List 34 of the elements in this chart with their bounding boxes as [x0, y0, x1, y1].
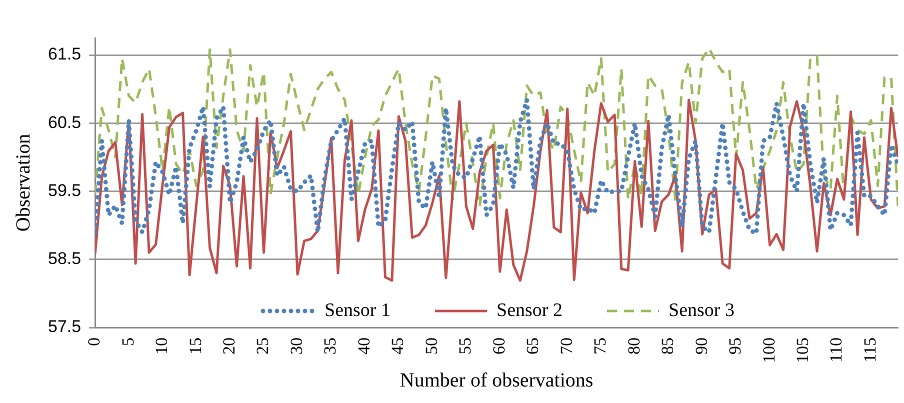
- x-tick-label: 70: [556, 338, 576, 354]
- x-tick-label: 85: [658, 338, 678, 354]
- y-tick-label: 57.5: [48, 317, 82, 336]
- x-tick-label: 105: [793, 338, 812, 363]
- y-tick-label: 60.5: [48, 112, 82, 132]
- x-tick-label: 60: [489, 338, 508, 354]
- x-tick-label: 115: [860, 338, 880, 362]
- legend-label: Sensor 1: [324, 300, 391, 322]
- x-tick-label: 95: [726, 338, 745, 354]
- x-tick-label: 45: [388, 338, 408, 354]
- x-tick-label: 30: [286, 338, 306, 354]
- legend-label: Sensor 3: [668, 300, 734, 322]
- x-tick-label: 65: [523, 338, 542, 354]
- x-tick-label: 90: [692, 338, 711, 354]
- x-tick-label: 35: [320, 338, 340, 354]
- x-tick-label: 80: [624, 338, 644, 354]
- x-tick-label: 0: [84, 338, 104, 346]
- x-tick-label: 110: [826, 338, 846, 362]
- legend-label: Sensor 2: [496, 300, 562, 322]
- y-tick-label: 59.5: [48, 180, 82, 200]
- y-axis-title: Observation: [12, 134, 34, 232]
- y-tick-label: 58.5: [48, 249, 82, 268]
- x-axis-title: Number of observations: [400, 369, 594, 392]
- y-tick-label: 61.5: [48, 44, 82, 64]
- x-tick-label: 100: [759, 338, 778, 363]
- x-tick-label: 25: [253, 338, 272, 354]
- x-tick-label: 50: [422, 338, 441, 354]
- x-tick-label: 5: [118, 338, 138, 346]
- x-tick-label: 40: [354, 338, 374, 354]
- x-tick-label: 10: [152, 338, 172, 354]
- x-tick-label: 75: [590, 338, 610, 354]
- x-tick-label: 55: [456, 338, 475, 354]
- x-tick-label: 20: [220, 338, 238, 354]
- x-tick-label: 15: [186, 338, 205, 354]
